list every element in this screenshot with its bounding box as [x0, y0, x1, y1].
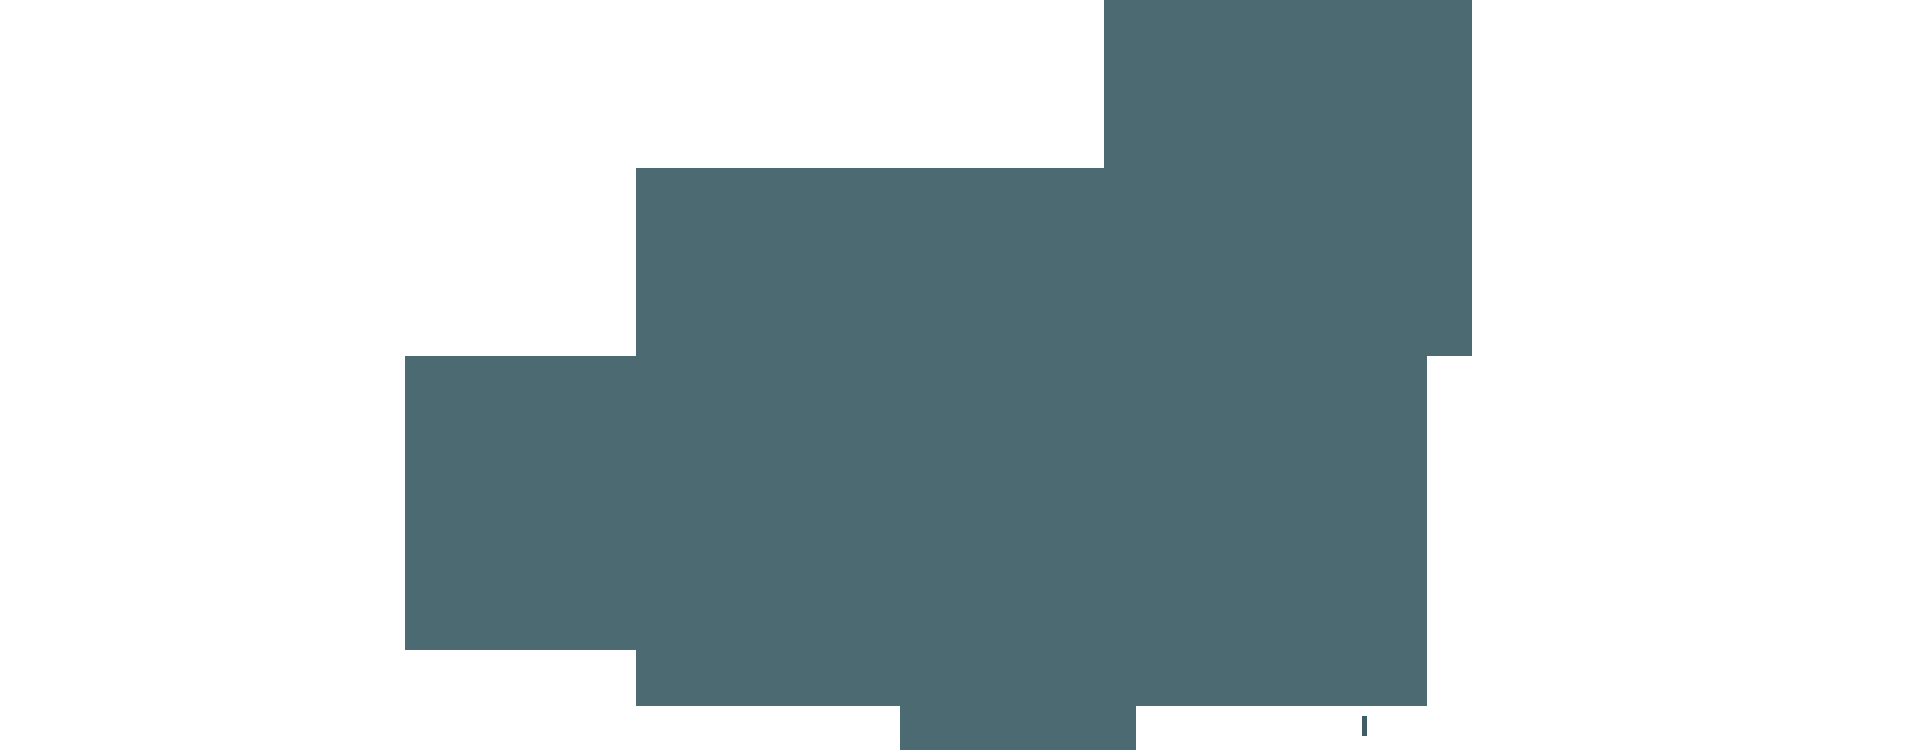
map-tile	[742, 650, 1104, 706]
map-tile	[900, 706, 1136, 750]
raster-tiles-layer	[405, 0, 1472, 750]
map-tile	[405, 356, 636, 650]
tile-edge-tick[interactable]	[1362, 716, 1367, 736]
map-tile	[636, 356, 1427, 706]
map-tile	[1104, 0, 1472, 356]
map-tile	[636, 168, 1104, 356]
